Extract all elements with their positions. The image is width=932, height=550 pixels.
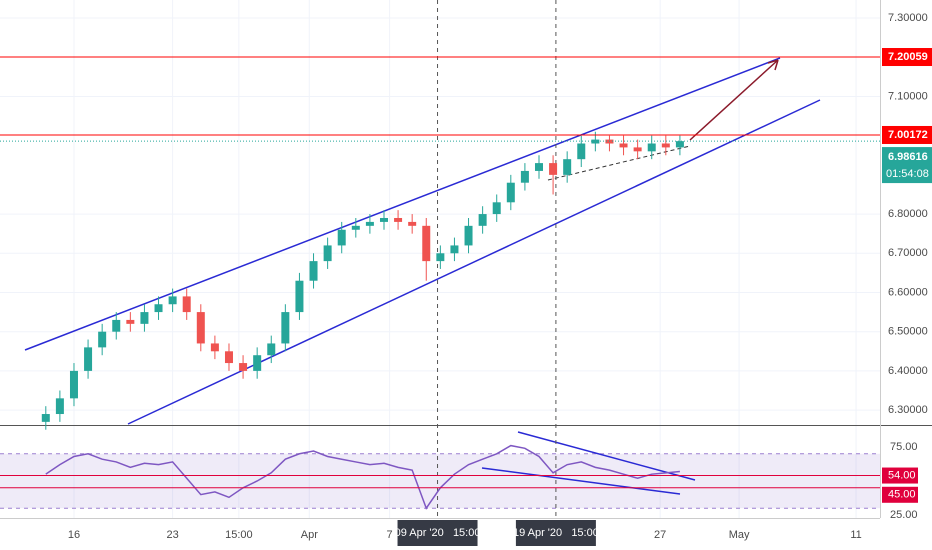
x-tick-label: 16 bbox=[68, 529, 80, 541]
candle-body bbox=[506, 182, 515, 203]
candle-body bbox=[563, 159, 572, 175]
candle-body bbox=[436, 253, 445, 262]
candle-body bbox=[492, 202, 501, 215]
candle-body bbox=[647, 143, 656, 152]
rsi-level-label: 54.00 bbox=[888, 469, 916, 481]
last-price-label-bg bbox=[882, 147, 932, 184]
y-tick-label: 7.10000 bbox=[888, 90, 928, 102]
candle-body bbox=[281, 312, 290, 344]
rsi-tick-label: 75.00 bbox=[890, 441, 918, 453]
candle-body bbox=[55, 398, 64, 415]
candle-body bbox=[84, 347, 93, 371]
x-tick-label: 7 bbox=[387, 529, 393, 541]
candle-body bbox=[394, 217, 403, 222]
candle-body bbox=[168, 296, 177, 305]
candle-body bbox=[619, 143, 628, 148]
candle-body bbox=[351, 225, 360, 230]
candle-body bbox=[41, 414, 50, 422]
x-tick-label: 09 Apr '20 15:00 bbox=[395, 527, 481, 539]
arrow-head bbox=[767, 59, 779, 71]
price-level-label-bg bbox=[882, 48, 932, 67]
candle-body bbox=[323, 245, 332, 262]
y-tick-label: 6.40000 bbox=[888, 365, 928, 377]
candle-body bbox=[154, 304, 163, 313]
candle-body bbox=[112, 319, 121, 332]
candle-body bbox=[196, 312, 205, 344]
x-tick-label: 27 bbox=[654, 529, 666, 541]
candle-body bbox=[98, 331, 107, 348]
rsi-trend-upper bbox=[517, 431, 696, 481]
candle-body bbox=[126, 319, 135, 324]
rsi-tick-label: 25.00 bbox=[890, 509, 918, 521]
rsi-line bbox=[45, 444, 680, 510]
candle-body bbox=[450, 245, 459, 254]
candle-body bbox=[140, 312, 149, 324]
projection-arrow bbox=[689, 59, 779, 141]
last-price-label: 6.98616 bbox=[888, 151, 928, 163]
x-tick-label: 19 Apr '20 15:00 bbox=[513, 527, 599, 539]
candle-body bbox=[224, 351, 233, 364]
x-tick-label: 23 bbox=[166, 529, 178, 541]
candle-body bbox=[253, 355, 262, 371]
candle-body bbox=[365, 221, 374, 226]
y-tick-label: 6.60000 bbox=[888, 286, 928, 298]
candle-body bbox=[549, 163, 558, 175]
x-tick-label: 11 bbox=[850, 529, 861, 541]
candle-body bbox=[337, 229, 346, 246]
channel-upper bbox=[24, 57, 781, 351]
x-tick-label: Apr bbox=[301, 529, 318, 541]
candle-body bbox=[182, 296, 191, 313]
candle-body bbox=[534, 163, 543, 171]
y-tick-label: 7.30000 bbox=[888, 12, 928, 24]
candle-body bbox=[675, 141, 684, 148]
candle-body bbox=[591, 139, 600, 144]
y-tick-label: 6.50000 bbox=[888, 326, 928, 338]
candle-body bbox=[633, 147, 642, 152]
candle-body bbox=[577, 143, 586, 160]
x-tick-label: May bbox=[729, 529, 750, 541]
price-level-label: 7.00172 bbox=[888, 129, 928, 141]
candle-body bbox=[295, 280, 304, 313]
y-tick-label: 6.80000 bbox=[888, 208, 928, 220]
rsi-trend-lower bbox=[481, 467, 681, 495]
candle-body bbox=[69, 370, 78, 399]
rsi-level-label-bg bbox=[882, 486, 918, 503]
price-level-label-bg bbox=[882, 125, 932, 144]
candle-body bbox=[464, 225, 473, 246]
y-tick-label: 6.30000 bbox=[888, 404, 928, 416]
rsi-level-label: 45.00 bbox=[888, 489, 916, 501]
candle-body bbox=[520, 170, 529, 183]
candle-body bbox=[267, 343, 276, 356]
rsi-level-label-bg bbox=[882, 467, 918, 484]
candle-body bbox=[661, 143, 670, 148]
candle-body bbox=[239, 363, 248, 371]
candle-body bbox=[309, 261, 318, 281]
candle-body bbox=[408, 221, 417, 226]
crosshair-label-bg bbox=[515, 520, 596, 546]
triangle-bottom bbox=[547, 145, 691, 181]
candle-body bbox=[210, 343, 219, 352]
rsi-band bbox=[0, 453, 880, 509]
candle-body bbox=[379, 217, 388, 222]
y-tick-label: 6.70000 bbox=[888, 247, 928, 259]
price-level-label: 7.20059 bbox=[888, 51, 928, 63]
candle-body bbox=[422, 225, 431, 262]
candle-body bbox=[478, 214, 487, 226]
x-tick-label: 15:00 bbox=[225, 529, 253, 541]
crosshair-label-bg bbox=[397, 520, 478, 546]
countdown-label: 01:54:08 bbox=[886, 168, 929, 180]
